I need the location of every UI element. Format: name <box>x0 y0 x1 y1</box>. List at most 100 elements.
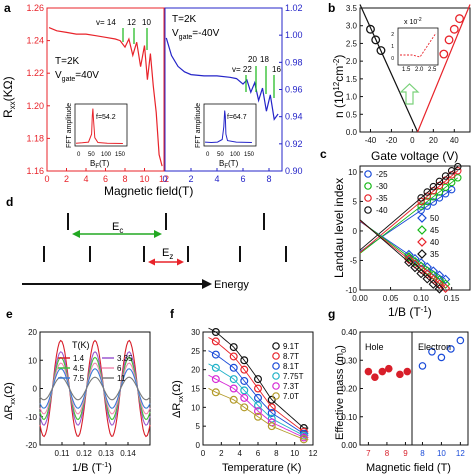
panel-b-ytick-label: 3.0 <box>346 22 358 31</box>
panel-f-point <box>240 365 249 374</box>
panel-a-right-inset-ylabel: FFT amplitude <box>195 103 202 148</box>
panel-c-fit-line <box>359 166 459 251</box>
panel-f-point <box>240 356 249 365</box>
panel-a-left-nu10: 10 <box>142 18 151 27</box>
panel-d-ec-head-right <box>154 230 162 238</box>
panel-f-point <box>299 435 308 444</box>
panel-a: 0 2 4 6 8 10 121.161.181.201.221.241.26 0 2 4 6 80… <box>1 3 303 198</box>
panel-f-legend-label: 8.1T <box>283 362 299 371</box>
panel-a-left-curve <box>48 27 163 167</box>
panel-b-ticks: -40 -20 0 20 400.00.51.01.52.02.53.03.5 <box>346 4 459 145</box>
panel-c-xtick-label: 0.10 <box>413 294 429 303</box>
panel-a-left-xtick-label: 2 <box>64 174 69 184</box>
panel-c-legend-marker <box>364 182 372 190</box>
panel-b-xtick-label: 40 <box>450 136 459 145</box>
panel-b-ytick-label: 2.5 <box>346 39 358 48</box>
panel-b-ytick-label: 0.5 <box>346 110 358 119</box>
panel-d-ez-head-right <box>177 258 184 266</box>
panel-d-ec-label: Ec <box>112 221 123 235</box>
panel-f-legend-marker <box>272 342 280 350</box>
panel-e: 0.11 0.12 0.13 0.14 -20 -10 0 10 20 T(K) 1.4 3.35… <box>3 328 151 474</box>
panel-b-point <box>439 49 449 59</box>
panel-letter-g: g <box>328 307 335 321</box>
panel-f-xtick-label: 8 <box>274 449 279 458</box>
panel-c-point <box>428 279 439 289</box>
panel-c-fit-line <box>359 219 440 290</box>
panel-e-xtick-label: 0.14 <box>120 449 136 458</box>
panel-a-right-inset-frame <box>203 103 257 147</box>
panel-letter-f: f <box>170 307 175 321</box>
panel-f-xtick-label: 4 <box>237 449 242 458</box>
panel-b-xlabel: Gate voltage (V) <box>371 149 458 163</box>
panel-e-legend: 1.4 3.35 4.5 6 7.5 11 <box>58 354 133 383</box>
panel-c-legend-label: 35 <box>430 250 439 259</box>
panel-f-point <box>229 384 238 393</box>
panel-c-legend-marker <box>417 213 427 223</box>
panel-a-right-inset-peak: f=64.7 <box>227 114 247 121</box>
panel-e-xtick-label: 0.11 <box>55 449 71 458</box>
panel-a-right-inset-tick-100: 100 <box>230 152 241 158</box>
panel-c-legend-marker <box>417 225 427 235</box>
panel-g-xlabel: Magnetic field (T) <box>366 462 451 474</box>
panel-a-left-inset-peak: f=54.2 <box>96 114 116 121</box>
panel-a-left-xtick-label: 12 <box>159 174 169 184</box>
panel-c-point <box>417 202 425 210</box>
panel-a-left-xtick-label: 0 <box>44 174 49 184</box>
panel-f-point <box>254 412 263 421</box>
panel-e-series-11 <box>39 376 151 401</box>
panel-b-arrow <box>399 83 420 105</box>
panel-f-fit-7.0T <box>208 387 309 440</box>
panel-a-left-inset-curve <box>75 108 123 144</box>
panel-a-right-ytick-label: 1.00 <box>285 30 303 40</box>
panel-b-ytick-label: 3.5 <box>346 4 358 13</box>
panel-g-xtick-label: 8 <box>385 449 390 458</box>
panel-g-point-hole <box>371 373 379 382</box>
panel-a-right-inset-tick-150: 150 <box>244 152 255 158</box>
panel-f-legend-label: 7.75T <box>283 372 304 381</box>
panel-e-ytick-label: -20 <box>25 441 37 450</box>
panel-g-point-electron <box>437 353 446 362</box>
panel-g-marks <box>364 336 465 382</box>
panel-g-xtick-label: 8 <box>420 449 425 458</box>
panel-c-point <box>434 284 445 294</box>
panel-a-xlabel: Magnetic field(T) <box>104 184 193 198</box>
panel-a-left-inset-ylabel: FFT amplitude <box>66 103 73 148</box>
panel-g-electron-label: Electron <box>418 342 451 352</box>
panel-b-inset-frame <box>397 27 439 66</box>
panel-f-ytick-label: 5 <box>196 422 201 431</box>
panel-a-right-xtick-label: 6 <box>240 174 245 184</box>
panel-c-point <box>429 182 438 191</box>
panel-a-left-inset-xlabel: BF(T) <box>90 159 110 170</box>
panel-c-point <box>422 274 433 284</box>
panel-b-xtick-label: 20 <box>429 136 438 145</box>
panel-a-left-ytick-label: 1.16 <box>26 166 44 176</box>
panel-letter-b: b <box>328 1 335 15</box>
panel-e-series-3.35 <box>39 351 151 426</box>
panel-e-legend-label: 4.5 <box>73 364 85 373</box>
panel-a-right-nu22: v= 22 <box>232 65 252 74</box>
panel-c-ticks: 0.00 0.05 0.10 0.15 -10 -5 0 5 10 <box>345 168 460 303</box>
panel-a-right-frame <box>164 7 283 172</box>
panel-b-inset-xtick-1: 1.5 <box>402 67 411 73</box>
panel-c-point <box>440 274 451 285</box>
panel-d-ec-head-left <box>72 230 80 238</box>
panel-g-point-electron <box>428 347 436 356</box>
panel-b-point <box>444 35 454 45</box>
panel-g-ytick-label: 0.10 <box>341 413 357 422</box>
panel-a-right-ticks: 0 2 4 6 8 0.90 0.92 0.94 0.96 0.98 1.00 1.02 <box>162 3 302 184</box>
panel-f-legend-marker <box>272 362 280 370</box>
panel-f-fit-7.75T <box>208 363 309 437</box>
panel-f-point <box>211 375 220 384</box>
panel-d-ez-head-left <box>148 258 155 266</box>
panel-f-point <box>267 422 276 431</box>
panel-g-point-electron <box>447 345 455 353</box>
panel-b-xtick-label: -40 <box>365 136 377 145</box>
panel-c-legend-marker <box>417 237 427 247</box>
panel-e-xlabel: 1/B (T-1) <box>72 462 112 474</box>
panel-e-legend-label: 7.5 <box>73 374 85 383</box>
panel-b-xtick-label: 0 <box>410 136 415 145</box>
panel-g-ytick-label: 0.40 <box>341 328 357 337</box>
panel-c-legend-label: -35 <box>376 194 388 203</box>
